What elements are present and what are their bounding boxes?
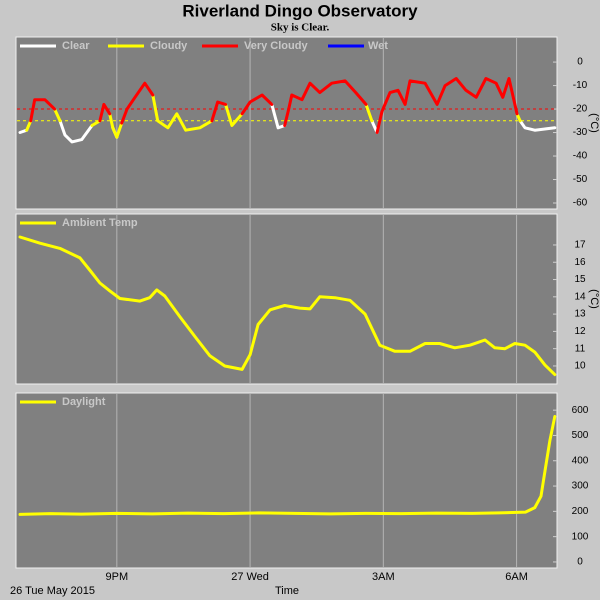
y-axis-label: (°C) [588,289,600,309]
y-tick-label: -30 [573,127,588,138]
y-tick-label: 100 [572,531,589,542]
legend-label: Cloudy [150,40,188,52]
x-tick-label: 9PM [106,571,129,583]
y-tick-label: -40 [573,151,588,162]
x-tick-label: 6AM [505,571,528,583]
chart-title: Riverland Dingo Observatory [182,1,418,20]
legend-label: Very Cloudy [244,40,308,52]
y-tick-label: 200 [572,506,589,517]
y-tick-label: 17 [574,240,586,251]
y-tick-label: 0 [577,557,583,568]
x-tick-label: 3AM [372,571,395,583]
chart-subtitle: Sky is Clear. [271,22,330,34]
y-tick-label: 600 [572,405,589,416]
y-tick-label: 0 [577,57,583,68]
x-tick-label: 27 Wed [231,571,269,583]
y-tick-label: 400 [572,455,589,466]
legend-label: Wet [368,40,388,52]
y-tick-label: 11 [575,343,586,354]
series-line [18,415,557,516]
panel [15,392,558,569]
y-tick-label: -10 [573,80,588,91]
y-tick-label: 10 [574,361,586,372]
y-tick-label: 16 [574,257,586,268]
y-tick-label: 15 [574,274,586,285]
series-line [25,93,522,139]
date-label: 26 Tue May 2015 [10,585,95,597]
y-tick-label: -20 [573,104,588,115]
panel [15,213,558,385]
series-line [29,77,519,134]
legend-label: Ambient Temp [62,217,138,229]
legend-label: Daylight [62,396,106,408]
y-tick-label: 500 [572,430,589,441]
y-tick-label: -60 [573,198,588,209]
series-line [18,235,557,377]
y-tick-label: 300 [572,481,589,492]
y-tick-label: 13 [574,309,586,320]
y-tick-label: 14 [574,291,586,302]
y-axis-label: (°C) [588,113,600,133]
y-tick-label: -50 [573,174,588,185]
y-tick-label: 12 [574,326,586,337]
x-axis-label: Time [275,585,299,597]
legend-label: Clear [62,40,90,52]
